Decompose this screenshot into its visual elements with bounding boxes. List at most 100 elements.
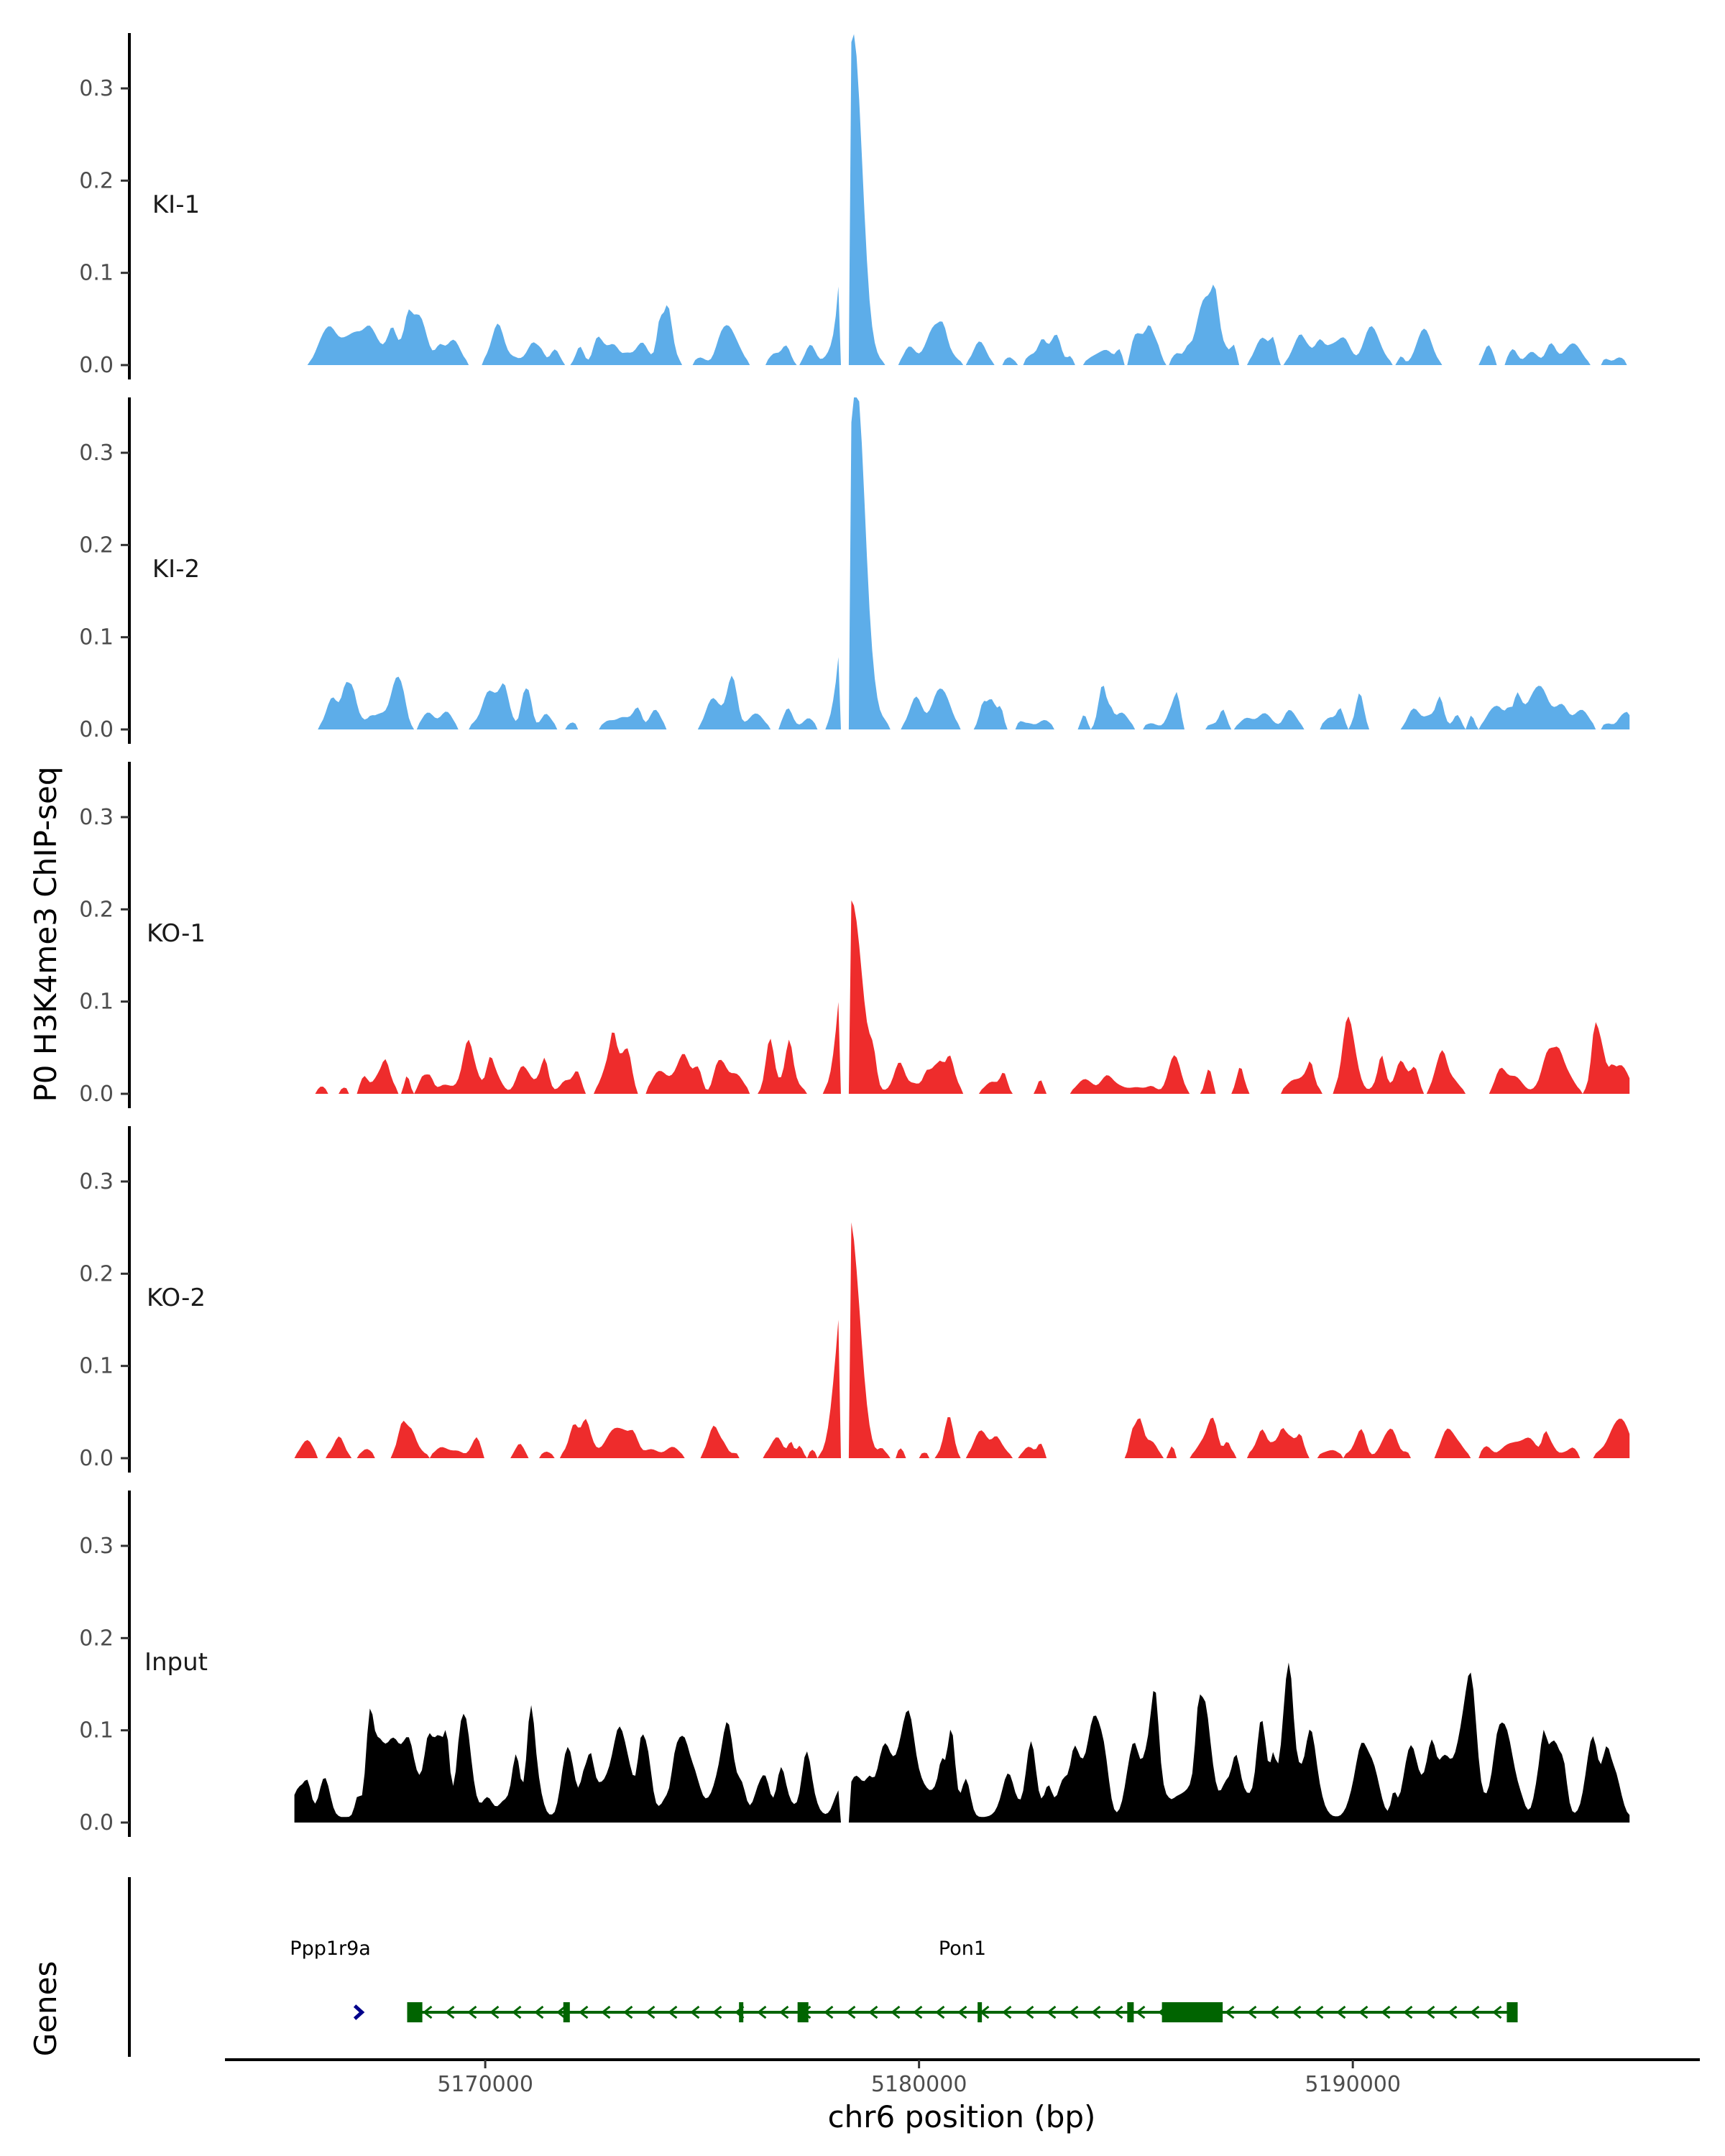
signal-area-input bbox=[294, 1662, 1630, 1823]
strand-arrow bbox=[1470, 2005, 1480, 2019]
strand-arrow bbox=[1002, 2005, 1012, 2019]
strand-arrow bbox=[712, 2005, 722, 2019]
strand-arrow bbox=[1425, 2005, 1435, 2019]
strand-arrow bbox=[824, 2005, 834, 2019]
x-axis-title: chr6 position (bp) bbox=[828, 2099, 1096, 2134]
strand-arrow bbox=[489, 2005, 500, 2019]
signal-area-ki-1 bbox=[294, 34, 1630, 365]
strand-arrow bbox=[1292, 2005, 1302, 2019]
strand-arrow bbox=[1091, 2005, 1101, 2019]
y-tick-label: 0.0 bbox=[79, 353, 114, 378]
y-tick-label: 0.1 bbox=[79, 990, 114, 1015]
strand-arrow bbox=[1046, 2005, 1057, 2019]
track-label: Input bbox=[144, 1648, 208, 1677]
track-label: KO-1 bbox=[147, 919, 206, 948]
gene-label: Ppp1r9a bbox=[290, 1938, 371, 1960]
strand-arrow bbox=[623, 2005, 633, 2019]
y-tick-label: 0.2 bbox=[79, 897, 114, 922]
exon bbox=[1162, 2002, 1223, 2022]
strand-arrow bbox=[1336, 2005, 1346, 2019]
strand-arrow bbox=[353, 2004, 365, 2020]
strand-arrow bbox=[1247, 2005, 1257, 2019]
track-ki-2: 0.0 0.1 0.2 0.3 KI-2 bbox=[79, 397, 1630, 744]
strand-arrow bbox=[935, 2005, 945, 2019]
y-tick-label: 0.3 bbox=[79, 441, 114, 466]
signal-tracks: 0.00.10.20.3KI-10.00.10.20.3KI-20.00.10.… bbox=[79, 33, 1630, 1837]
y-tick-label: 0.2 bbox=[79, 168, 114, 193]
strand-arrow bbox=[1381, 2005, 1391, 2019]
strand-arrow bbox=[913, 2005, 923, 2019]
strand-arrow bbox=[868, 2005, 878, 2019]
y-tick-label: 0.2 bbox=[79, 1261, 114, 1286]
y-tick-label: 0.3 bbox=[79, 805, 114, 830]
track-label: KI-1 bbox=[152, 190, 200, 219]
strand-arrow bbox=[579, 2005, 589, 2019]
y-tick-label: 0.0 bbox=[79, 1082, 114, 1107]
strand-arrow bbox=[757, 2005, 767, 2019]
y-tick-label: 0.2 bbox=[79, 1626, 114, 1651]
y-tick-label: 0.1 bbox=[79, 625, 114, 650]
gene-annotation-panel: Ppp1r9a Pon1 bbox=[128, 1877, 1518, 2057]
exon bbox=[563, 2002, 570, 2022]
y-tick-label: 0.3 bbox=[79, 76, 114, 101]
track-ki-1: 0.0 0.1 0.2 0.3 KI-1 bbox=[79, 33, 1630, 379]
strand-arrow bbox=[1024, 2005, 1034, 2019]
track-label: KI-2 bbox=[152, 555, 200, 584]
strand-arrow bbox=[1403, 2005, 1413, 2019]
track-ko-2: 0.0 0.1 0.2 0.3 KO-2 bbox=[79, 1126, 1630, 1473]
signal-area-ko-1 bbox=[294, 900, 1630, 1094]
y-tick-label: 0.0 bbox=[79, 1446, 114, 1471]
strand-arrow bbox=[1492, 2005, 1502, 2019]
strand-arrow bbox=[423, 2005, 433, 2019]
x-tick-label: 5170000 bbox=[437, 2072, 533, 2097]
strand-arrow bbox=[891, 2005, 901, 2019]
strand-arrow bbox=[779, 2005, 789, 2019]
gene-ppp1r9a: Ppp1r9a bbox=[290, 1938, 371, 2020]
strand-arrow bbox=[556, 2005, 566, 2019]
y-tick-label: 0.1 bbox=[79, 1718, 114, 1743]
y-tick-label: 0.3 bbox=[79, 1169, 114, 1194]
track-ko-1: 0.0 0.1 0.2 0.3 KO-1 bbox=[79, 762, 1630, 1108]
genes-panel-title: Genes bbox=[28, 1961, 63, 2057]
x-tick-label: 5190000 bbox=[1305, 2072, 1401, 2097]
y-tick-label: 0.3 bbox=[79, 1534, 114, 1559]
exon bbox=[797, 2002, 809, 2022]
signal-area-ko-2 bbox=[294, 1222, 1630, 1458]
x-axis: 5170000 5180000 5190000 bbox=[225, 2058, 1700, 2097]
exon bbox=[739, 2002, 744, 2022]
strand-arrow bbox=[957, 2005, 967, 2019]
exon bbox=[1127, 2002, 1134, 2022]
track-input: 0.0 0.1 0.2 0.3 Input bbox=[79, 1491, 1630, 1837]
strand-arrow bbox=[445, 2005, 455, 2019]
strand-arrow bbox=[1136, 2005, 1146, 2019]
signal-area-ki-2 bbox=[294, 397, 1630, 729]
strand-arrow bbox=[1448, 2005, 1458, 2019]
track-label: KO-2 bbox=[147, 1284, 206, 1312]
y-axis-title: P0 H3K4me3 ChIP-seq bbox=[28, 766, 63, 1102]
strand-arrow bbox=[1225, 2005, 1235, 2019]
strand-arrow bbox=[534, 2005, 544, 2019]
strand-arrow bbox=[601, 2005, 611, 2019]
y-tick-label: 0.1 bbox=[79, 261, 114, 286]
strand-arrow bbox=[690, 2005, 700, 2019]
strand-arrow bbox=[1069, 2005, 1079, 2019]
strand-arrow bbox=[1358, 2005, 1368, 2019]
exon bbox=[978, 2002, 983, 2022]
strand-arrow bbox=[1113, 2005, 1123, 2019]
x-tick-label: 5180000 bbox=[871, 2072, 967, 2097]
strand-arrow bbox=[645, 2005, 656, 2019]
strand-arrow bbox=[512, 2005, 522, 2019]
exon bbox=[407, 2002, 423, 2022]
gene-pon1: Pon1 bbox=[407, 1938, 1518, 2022]
exon bbox=[1506, 2002, 1518, 2022]
strand-arrow bbox=[846, 2005, 856, 2019]
y-tick-label: 0.1 bbox=[79, 1354, 114, 1379]
strand-arrow bbox=[1269, 2005, 1279, 2019]
y-tick-label: 0.0 bbox=[79, 717, 114, 742]
gene-label: Pon1 bbox=[939, 1938, 986, 1960]
strand-arrow bbox=[467, 2005, 477, 2019]
strand-arrow bbox=[1314, 2005, 1324, 2019]
y-tick-label: 0.2 bbox=[79, 533, 114, 558]
y-tick-label: 0.0 bbox=[79, 1810, 114, 1835]
